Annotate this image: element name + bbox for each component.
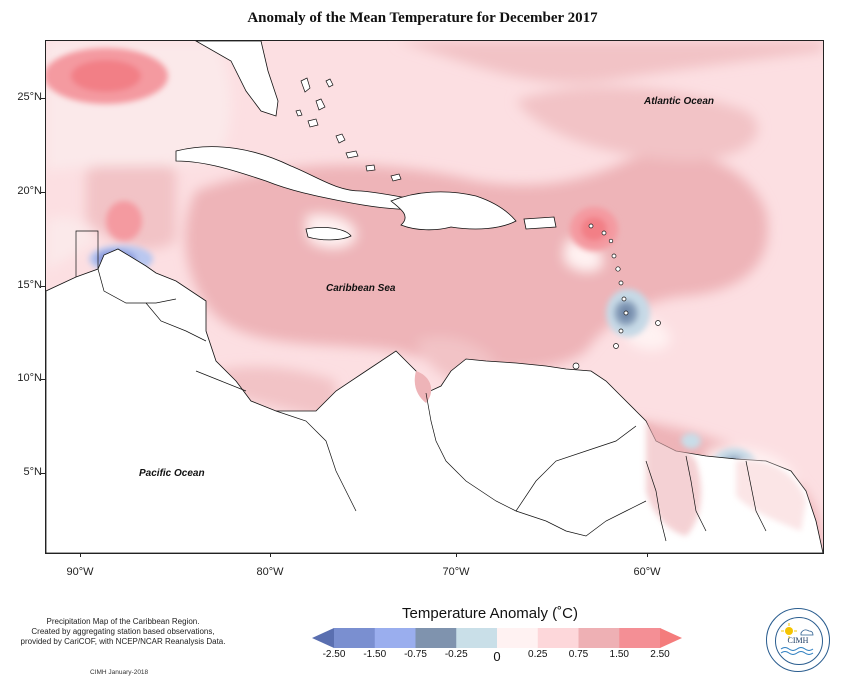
map-description: Precipitation Map of the Caribbean Regio… — [8, 617, 238, 647]
lat-label-15n: 15°N — [17, 279, 42, 291]
legend-swatch — [415, 628, 457, 648]
map-panel: Atlantic Ocean Caribbean Sea Pacific Oce… — [45, 40, 824, 554]
lat-label-5n: 5°N — [23, 466, 42, 478]
legend-swatch — [456, 628, 498, 648]
anomaly-map: Atlantic Ocean Caribbean Sea Pacific Oce… — [46, 41, 823, 553]
suriname-land-anomaly — [736, 460, 806, 531]
lon-label-80w: 80°W — [256, 566, 284, 578]
legend-swatch — [334, 628, 376, 648]
map-title: Anomaly of the Mean Temperature for Dece… — [247, 10, 598, 26]
lat-tick — [41, 98, 45, 99]
lon-label-90w: 90°W — [66, 566, 94, 578]
label-caribbean-sea: Caribbean Sea — [326, 283, 396, 294]
legend-tick-label: -2.50 — [322, 649, 346, 660]
description-line-1: Precipitation Map of the Caribbean Regio… — [46, 617, 200, 626]
hispaniola — [390, 191, 517, 231]
logo-text: CIMH — [787, 636, 809, 645]
legend-tick-label: 0 — [493, 649, 501, 664]
lon-tick — [456, 553, 457, 557]
legend-swatch — [312, 628, 334, 648]
label-pacific-ocean: Pacific Ocean — [139, 468, 205, 479]
bahamas-islands — [295, 77, 402, 182]
legend-swatch — [374, 628, 416, 648]
lat-label-20n: 20°N — [17, 185, 42, 197]
lat-label-10n: 10°N — [17, 372, 42, 384]
maracaibo-anomaly — [414, 371, 432, 403]
lon-tick — [80, 553, 81, 557]
legend-tick-label: -0.25 — [444, 649, 468, 660]
legend-swatch — [537, 628, 579, 648]
country-borders — [75, 230, 767, 542]
lat-label-25n: 25°N — [17, 91, 42, 103]
jamaica — [305, 227, 352, 241]
puerto-rico — [523, 216, 557, 230]
legend-swatch — [578, 628, 620, 648]
lon-tick — [647, 553, 648, 557]
south-america-landmass — [46, 248, 823, 553]
legend-swatch — [497, 628, 539, 648]
lesser-antilles — [572, 223, 661, 370]
legend-tick-label: 2.50 — [650, 649, 670, 660]
lat-tick — [41, 286, 45, 287]
map-credit: CIMH January-2018 — [90, 669, 149, 676]
legend-colorbar — [312, 628, 682, 648]
lat-tick — [41, 192, 45, 193]
cimh-logo: CIMH — [766, 608, 830, 672]
label-atlantic-ocean: Atlantic Ocean — [643, 96, 714, 107]
lat-tick — [41, 379, 45, 380]
lat-tick — [41, 473, 45, 474]
lon-tick — [270, 553, 271, 557]
florida — [195, 41, 279, 117]
lon-label-60w: 60°W — [633, 566, 661, 578]
description-line-2: Created by aggregating station based obs… — [31, 627, 215, 636]
lon-label-70w: 70°W — [442, 566, 470, 578]
legend-swatch — [619, 628, 661, 648]
legend-swatch — [660, 628, 682, 648]
legend-tick-label: 0.75 — [568, 649, 589, 660]
logo-inner-ring — [775, 617, 823, 665]
legend-tick-label: -0.75 — [404, 649, 427, 660]
legend-tick-label: -1.50 — [363, 649, 387, 660]
legend-tick-label: 0.25 — [528, 649, 548, 660]
description-line-3: provided by CariCOF, with NCEP/NCAR Rean… — [20, 637, 226, 646]
logo-sun-icon — [780, 623, 814, 655]
legend-title: Temperature Anomaly (˚C) — [402, 605, 578, 622]
guyana-land-anomaly — [646, 421, 702, 536]
legend-tick-label: 1.50 — [609, 649, 629, 660]
